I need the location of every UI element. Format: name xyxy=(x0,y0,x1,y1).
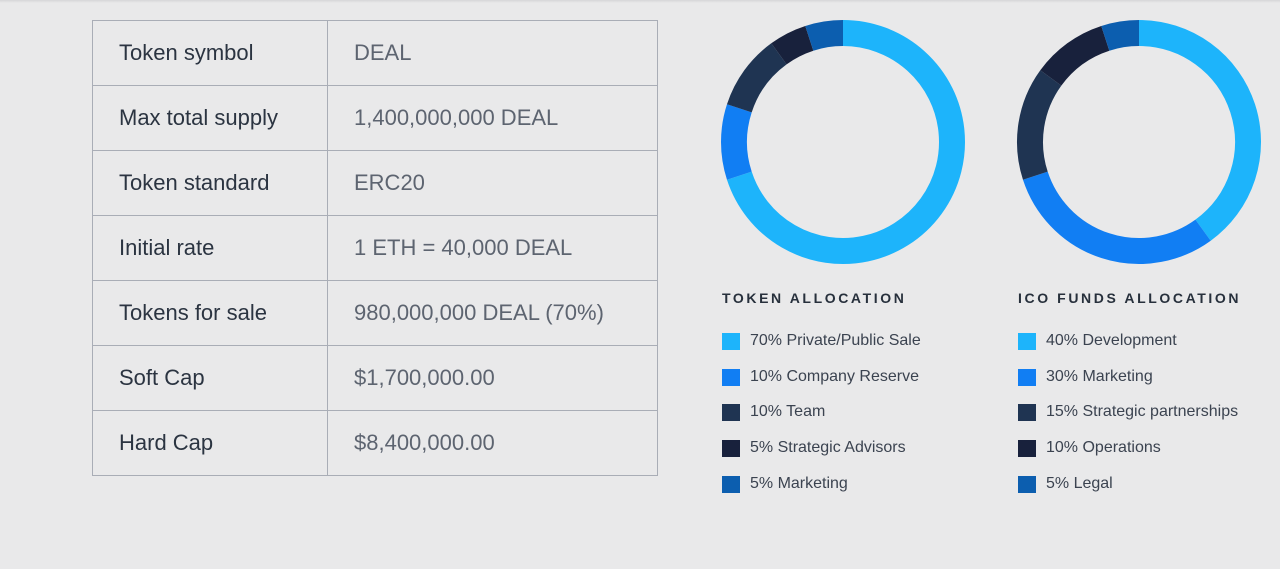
donut-slice-4 xyxy=(1040,25,1110,86)
donut-slice-2 xyxy=(1022,171,1211,264)
donut-slice-1 xyxy=(1138,20,1261,241)
legend-swatch xyxy=(722,368,740,386)
legend-item: 15% Strategic partnerships xyxy=(1018,403,1239,440)
allocation-charts xyxy=(721,20,1261,264)
token-allocation-donut xyxy=(721,20,965,264)
legend-label: 5% Marketing xyxy=(750,474,848,492)
legend-swatch xyxy=(722,475,740,493)
donut-slice-5 xyxy=(1101,20,1140,51)
top-divider xyxy=(0,0,1280,3)
table-row: Tokens for sale 980,000,000 DEAL (70%) xyxy=(92,280,658,346)
row-value: $1,700,000.00 xyxy=(327,345,658,411)
donut-slice-3 xyxy=(1017,70,1062,180)
legend-label: 70% Private/Public Sale xyxy=(750,332,921,349)
donut-slice-5 xyxy=(805,20,844,51)
table-row: Hard Cap $8,400,000.00 xyxy=(92,410,658,476)
table-row: Soft Cap $1,700,000.00 xyxy=(92,345,658,411)
legend-swatch xyxy=(1018,368,1036,386)
legend-label: 15% Strategic partnerships xyxy=(1046,403,1239,421)
legend-swatch xyxy=(722,333,740,350)
row-label: Max total supply xyxy=(92,85,328,151)
table-row: Initial rate 1 ETH = 40,000 DEAL xyxy=(92,215,658,281)
legend-item: 5% Legal xyxy=(1018,474,1238,512)
ico-funds-allocation-legend: 40% Development 30% Marketing 15% Strate… xyxy=(1018,332,1239,512)
legend-label: 10% Company Reserve xyxy=(750,367,919,385)
row-label: Initial rate xyxy=(92,215,328,281)
legend-item: 30% Marketing xyxy=(1018,367,1238,405)
row-label: Hard Cap xyxy=(92,410,328,476)
row-value: 1,400,000,000 DEAL xyxy=(327,85,658,151)
row-value: 1 ETH = 40,000 DEAL xyxy=(327,215,658,281)
table-row: Max total supply 1,400,000,000 DEAL xyxy=(92,85,658,151)
legend-item: 5% Strategic Advisors xyxy=(722,439,921,476)
row-value: $8,400,000.00 xyxy=(327,410,658,476)
legend-swatch xyxy=(722,440,740,458)
table-row: Token symbol DEAL xyxy=(92,20,658,86)
donut-slice-4 xyxy=(771,25,814,65)
row-label: Soft Cap xyxy=(92,345,328,411)
token-allocation-legend: 70% Private/Public Sale 10% Company Rese… xyxy=(722,332,921,512)
legend-label: 40% Development xyxy=(1046,332,1177,349)
legend-swatch xyxy=(1018,475,1036,493)
row-label: Token symbol xyxy=(92,20,328,86)
legend-swatch xyxy=(1018,333,1036,350)
row-value: 980,000,000 DEAL (70%) xyxy=(327,280,658,346)
legend-swatch xyxy=(1018,440,1036,458)
row-value: DEAL xyxy=(327,20,658,86)
legend-label: 10% Team xyxy=(750,403,826,421)
donut-slice-2 xyxy=(721,104,752,180)
token-allocation-title: TOKEN ALLOCATION xyxy=(722,290,907,306)
legend-item: 10% Company Reserve xyxy=(722,367,921,405)
ico-funds-allocation-donut xyxy=(1017,20,1261,264)
legend-item: 40% Development xyxy=(1018,332,1238,369)
legend-label: 5% Legal xyxy=(1046,474,1113,492)
legend-item: 70% Private/Public Sale xyxy=(722,332,921,369)
legend-item: 10% Operations xyxy=(1018,439,1238,476)
legend-label: 5% Strategic Advisors xyxy=(750,439,906,457)
donut-slice-3 xyxy=(726,43,787,113)
legend-swatch xyxy=(1018,404,1036,422)
row-label: Tokens for sale xyxy=(92,280,328,346)
legend-label: 30% Marketing xyxy=(1046,367,1153,385)
donut-slice-1 xyxy=(726,20,965,264)
ico-funds-allocation-title: ICO FUNDS ALLOCATION xyxy=(1018,290,1242,306)
legend-item: 5% Marketing xyxy=(722,474,921,512)
legend-item: 10% Team xyxy=(722,403,921,440)
legend-label: 10% Operations xyxy=(1046,439,1161,457)
token-info-table: Token symbol DEAL Max total supply 1,400… xyxy=(92,20,658,476)
legend-swatch xyxy=(722,404,740,422)
